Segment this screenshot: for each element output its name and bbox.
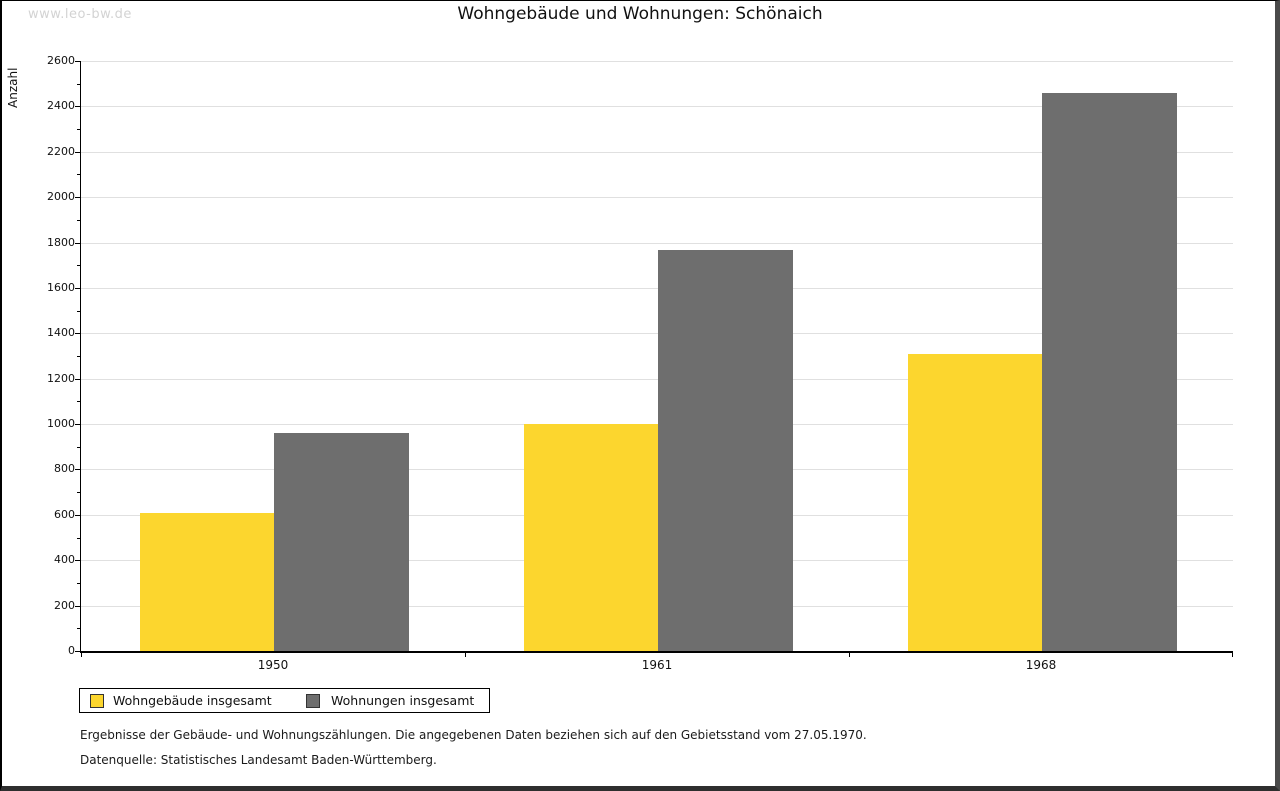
y-axis-tick [75,333,80,335]
y-axis-tick [75,197,80,199]
x-axis-category-label: 1961 [641,658,673,672]
y-axis-tick [75,605,80,607]
y-axis-minor-tick [77,628,80,630]
y-axis-tick-label: 2000 [47,190,75,204]
y-axis-minor-tick [77,446,80,448]
y-axis-tick [75,378,80,380]
bar-1950-wohnungen [274,433,409,651]
watermark: www.leo-bw.de [28,7,132,22]
gridline [81,287,1233,289]
bar-1961-wohngebaeude [524,424,658,651]
x-axis-tick [1232,653,1233,657]
legend-box: Wohngebäude insgesamt Wohnungen insgesam… [79,688,490,713]
legend-swatch-wohnungen [306,694,320,708]
y-axis-tick-label: 1600 [47,280,75,294]
y-axis-tick-label: 1000 [47,417,75,431]
y-axis-tick [75,106,80,108]
gridline [81,61,1233,62]
footer-note: Ergebnisse der Gebäude- und Wohnungszähl… [80,728,867,742]
bar-1968-wohnungen [1042,92,1177,651]
y-axis-minor-tick [77,83,80,85]
y-axis-tick [75,242,80,244]
legend-swatch-wohngebaeude [90,694,104,708]
y-axis-tick [75,151,80,153]
y-axis-tick [75,61,80,62]
y-axis-tick-label: 1200 [47,371,75,385]
y-axis-minor-tick [77,537,80,539]
y-axis-tick-label: 800 [54,462,75,476]
y-axis-tick-label: 2200 [47,144,75,158]
y-axis-minor-tick [77,219,80,221]
chart-title: Wohngebäude und Wohnungen: Schönaich [457,4,823,24]
plot-area: 0 200 400 600 800 1000 1200 1400 1600 1800 2000 220… [47,54,1233,672]
y-axis-tick-label: 200 [54,598,75,612]
y-axis-tick-label: 400 [54,553,75,567]
x-axis-category-label: 1950 [257,658,289,672]
y-axis-minor-tick [77,356,80,357]
y-axis-minor-tick [77,401,80,403]
x-axis-tick [465,653,466,657]
gridline [81,333,1233,335]
y-axis-minor-tick [77,265,80,267]
y-axis-tick-label: 2600 [47,54,75,67]
y-axis-minor-tick [77,174,80,176]
y-axis-tick [75,514,80,516]
y-axis-tick-label: 0 [68,644,75,657]
footer-source: Datenquelle: Statistisches Landesamt Bad… [80,753,437,767]
x-axis-tick [849,653,850,657]
y-axis-minor-tick [77,129,80,131]
y-axis-tick [75,651,80,652]
bar-1968-wohngebaeude [908,353,1042,651]
bar-1961-wohnungen [658,250,793,651]
y-axis-tick-label: 1800 [47,235,75,249]
x-axis-category-label: 1968 [1025,658,1057,672]
y-axis-tick [75,287,80,289]
gridline [81,106,1233,108]
legend-label-wohnungen: Wohnungen insgesamt [331,693,475,708]
bar-1950-wohngebaeude [140,512,274,651]
gridline [81,151,1233,153]
gridline [81,242,1233,244]
y-axis-tick-label: 2400 [47,99,75,113]
gridline [81,197,1233,199]
gridline [81,378,1233,380]
x-axis-tick [81,653,82,657]
legend-label-wohngebaeude: Wohngebäude insgesamt [113,693,272,708]
y-axis-minor-tick [77,492,80,494]
y-axis-tick-label: 1400 [47,326,75,340]
y-axis-tick [75,424,80,426]
y-axis-tick [75,469,80,471]
y-axis-minor-tick [77,582,80,584]
y-axis-tick [75,560,80,562]
y-axis-tick-label: 600 [54,507,75,521]
y-axis-minor-tick [77,310,80,312]
